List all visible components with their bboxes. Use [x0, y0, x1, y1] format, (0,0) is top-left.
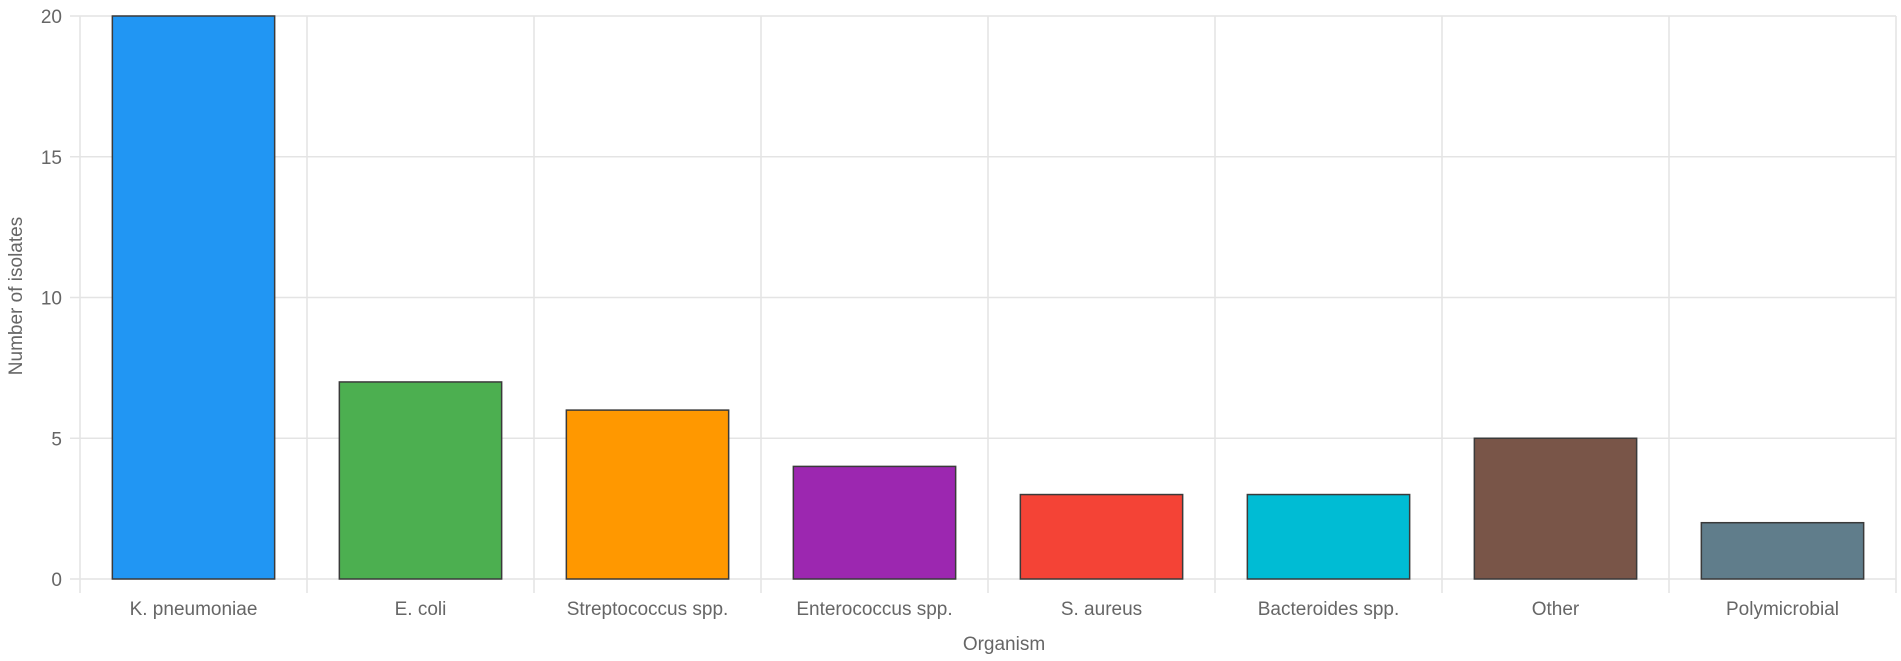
bar: [565, 409, 730, 580]
y-tick-label: 20: [41, 7, 62, 28]
x-tick-label: Enterococcus spp.: [796, 599, 952, 620]
y-axis-ticks: 0 5 10 15 20: [41, 7, 62, 591]
x-tick-label: E. coli: [395, 599, 447, 620]
bar: [1246, 493, 1411, 580]
bar: [338, 381, 503, 580]
bar: [1019, 493, 1184, 580]
bar: [792, 465, 957, 580]
bar: [1473, 437, 1638, 580]
x-tick-label: Bacteroides spp.: [1258, 599, 1400, 620]
y-tick-label: 0: [51, 570, 62, 591]
x-tick-label: K. pneumoniae: [130, 599, 258, 620]
bar: [1700, 521, 1865, 580]
bar: [111, 15, 276, 580]
x-tick-label: Other: [1532, 599, 1580, 620]
y-tick-label: 10: [41, 289, 62, 310]
x-axis-ticks: K. pneumoniae E. coli Streptococcus spp. En…: [130, 599, 1839, 620]
bars: [111, 15, 1865, 580]
y-tick-label: 5: [51, 429, 62, 450]
x-axis-title: Organism: [963, 634, 1045, 655]
y-axis-title: Number of isolates: [6, 217, 27, 375]
x-tick-label: Streptococcus spp.: [567, 599, 729, 620]
x-tick-label: Polymicrobial: [1726, 599, 1839, 620]
x-tick-label: S. aureus: [1061, 599, 1142, 620]
y-tick-label: 15: [41, 148, 62, 169]
